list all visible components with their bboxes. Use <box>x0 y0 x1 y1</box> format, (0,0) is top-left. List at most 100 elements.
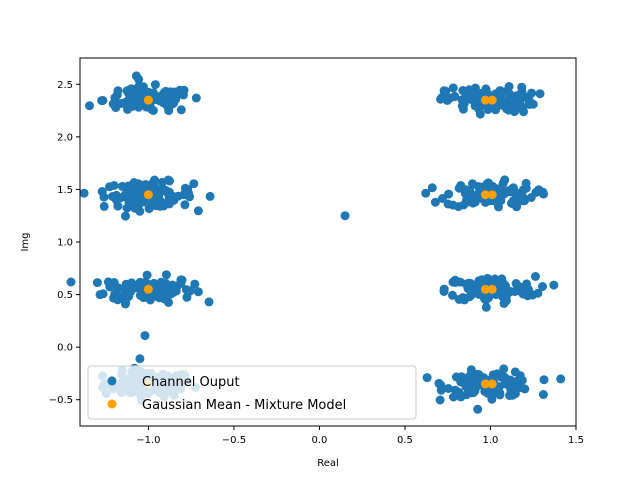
channel-output-point <box>422 373 432 383</box>
channel-output-point <box>157 177 167 187</box>
channel-output-point <box>533 288 543 298</box>
channel-output-point <box>482 292 492 302</box>
channel-output-point <box>482 88 492 98</box>
gaussian-mean-point <box>480 284 490 294</box>
channel-output-point <box>472 378 482 388</box>
channel-output-point <box>131 71 141 81</box>
channel-output-point <box>79 188 89 198</box>
gaussian-mean-point <box>480 379 490 389</box>
channel-output-point <box>470 83 480 93</box>
legend-label-gaussian-mean: Gaussian Mean - Mixture Model <box>142 398 346 413</box>
channel-output-point <box>512 376 522 386</box>
channel-output-point <box>184 287 193 297</box>
channel-output-point <box>453 202 463 212</box>
x-tick-label: 0.5 <box>397 435 413 446</box>
channel-output-point <box>427 183 437 193</box>
channel-output-point <box>466 193 476 202</box>
channel-output-point <box>496 94 506 104</box>
gaussian-mean-point <box>143 284 153 294</box>
channel-output-point <box>193 206 203 216</box>
channel-output-point <box>124 198 134 207</box>
y-tick-label: 2.5 <box>57 80 73 91</box>
channel-output-point <box>162 101 172 111</box>
channel-output-point <box>467 386 477 396</box>
channel-output-point <box>129 87 139 97</box>
channel-output-point <box>474 289 484 299</box>
channel-output-point <box>158 184 168 194</box>
channel-output-point <box>473 404 483 414</box>
channel-output-point <box>121 211 130 221</box>
channel-output-point <box>113 283 123 293</box>
channel-output-point <box>487 394 497 404</box>
channel-output-point <box>454 387 464 397</box>
channel-output-point <box>105 182 115 192</box>
channel-output-point <box>85 101 94 111</box>
channel-output-point <box>511 279 521 288</box>
channel-output-point <box>66 277 76 287</box>
channel-output-point <box>191 93 201 103</box>
channel-output-point <box>148 106 158 115</box>
channel-output-point <box>108 192 117 201</box>
channel-output-point <box>177 86 187 96</box>
channel-output-point <box>527 88 537 98</box>
channel-output-point <box>120 299 130 309</box>
channel-output-point <box>481 302 491 312</box>
channel-output-point <box>140 331 150 341</box>
channel-output-point <box>103 277 113 287</box>
channel-output-point <box>448 290 457 300</box>
channel-output-point <box>535 89 545 99</box>
channel-output-point <box>474 104 484 114</box>
channel-output-point <box>539 375 549 385</box>
channel-output-point <box>517 82 527 92</box>
channel-output-point <box>450 91 460 101</box>
channel-output-point <box>205 191 215 201</box>
channel-output-point <box>524 95 534 105</box>
gaussian-mean-point <box>143 190 153 200</box>
channel-output-point <box>466 278 475 288</box>
channel-output-point <box>450 278 460 287</box>
y-tick-label: 1.5 <box>57 185 73 196</box>
channel-output-point <box>538 187 548 197</box>
channel-output-point <box>130 280 140 290</box>
gaussian-mean-point <box>143 95 153 105</box>
channel-output-point <box>509 186 519 196</box>
y-tick-label: −0.5 <box>49 395 73 406</box>
channel-output-point <box>190 279 200 289</box>
channel-output-point <box>531 187 541 197</box>
channel-output-point <box>149 177 159 187</box>
channel-output-point <box>443 199 453 209</box>
channel-output-point <box>117 181 127 191</box>
channel-output-point <box>521 286 531 296</box>
channel-output-point <box>113 295 123 305</box>
channel-output-point <box>511 92 521 102</box>
legend: Channel Ouput Gaussian Mean - Mixture Mo… <box>87 365 417 420</box>
channel-output-point <box>180 200 190 210</box>
channel-output-point <box>538 282 547 291</box>
channel-output-point <box>153 284 163 294</box>
channel-output-point <box>340 211 350 221</box>
x-axis-label: Real <box>317 458 339 469</box>
channel-output-point <box>488 181 497 191</box>
channel-output-point <box>439 86 449 96</box>
channel-output-point <box>135 290 145 300</box>
gaussian-mean-point <box>487 379 497 389</box>
legend-marker-channel-output <box>107 376 117 386</box>
channel-output-point <box>421 188 431 198</box>
channel-output-point <box>438 194 447 203</box>
channel-output-point <box>430 197 440 207</box>
channel-output-point <box>97 187 107 196</box>
y-tick-label: 0.0 <box>57 343 73 354</box>
gaussian-mean-point <box>487 284 497 294</box>
channel-output-point <box>176 275 186 285</box>
channel-output-point <box>493 279 503 289</box>
channel-output-point <box>99 201 109 211</box>
channel-output-point <box>97 96 107 106</box>
legend-marker-gaussian-mean <box>107 399 117 409</box>
x-tick-label: 1.0 <box>483 435 499 446</box>
channel-output-point <box>193 287 203 297</box>
channel-output-point <box>556 374 566 384</box>
channel-output-point <box>204 297 214 307</box>
channel-output-point <box>468 179 477 189</box>
channel-output-point <box>434 378 444 388</box>
